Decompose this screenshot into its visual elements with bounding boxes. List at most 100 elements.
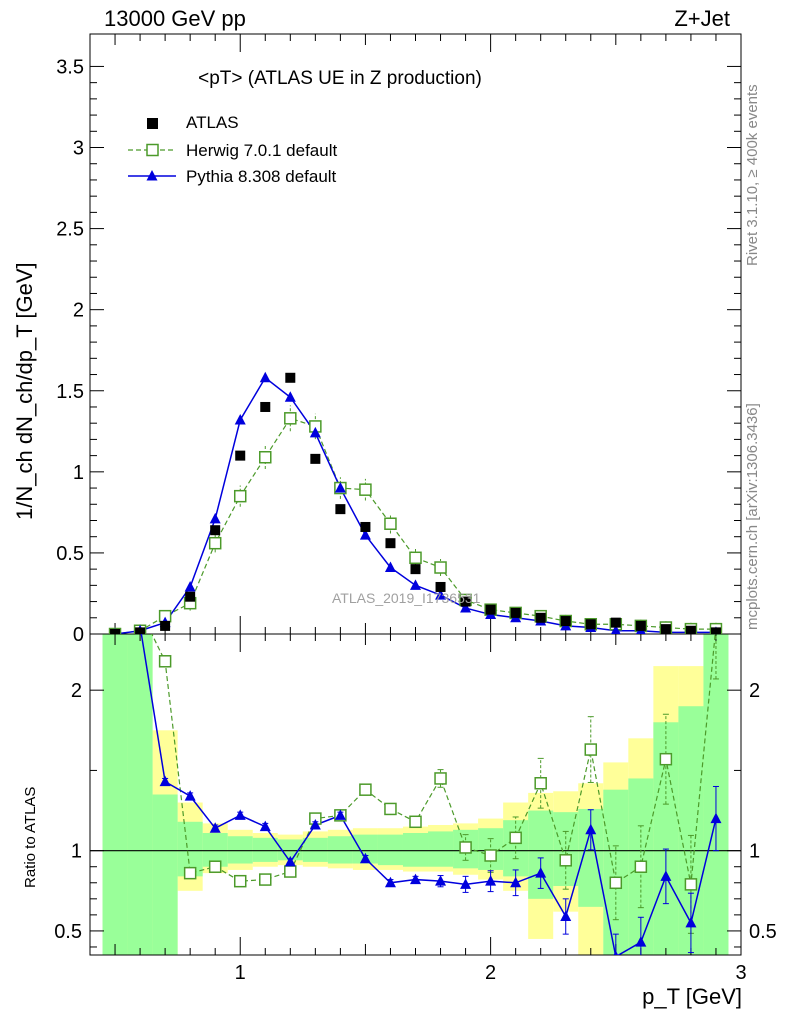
herwig-marker	[359, 483, 372, 496]
pythia-marker	[234, 413, 246, 425]
herwig-marker	[409, 551, 422, 565]
mcplots-source-label: mcplots.cern.ch [arXiv:1306.3436]	[744, 403, 761, 630]
legend-label-pythia: Pythia 8.308 default	[186, 167, 337, 186]
y-tick-label: 1.5	[56, 381, 84, 403]
atlas-marker	[260, 401, 271, 412]
pythia-ratio-marker	[284, 855, 296, 867]
analysis-watermark: ATLAS_2019_I1736531	[332, 590, 481, 606]
herwig-ratio-marker	[284, 865, 297, 878]
ratio-bands	[102, 634, 729, 955]
herwig-ratio-marker	[534, 777, 547, 790]
x-tick-label: 1	[235, 962, 246, 984]
uncertainty-band-green	[127, 634, 153, 955]
pythia-ratio-marker	[209, 822, 221, 833]
herwig-ratio-marker	[634, 860, 648, 873]
herwig-ratio-marker	[584, 743, 598, 756]
x-axis-title: p_T [GeV]	[642, 984, 742, 1009]
pythia-marker	[184, 580, 196, 592]
herwig-ratio-marker	[459, 841, 472, 854]
atlas-marker	[185, 591, 196, 602]
uncertainty-band-green	[327, 836, 353, 864]
legend-marker-atlas	[147, 118, 158, 129]
pythia-marker	[309, 426, 321, 438]
atlas-marker	[535, 612, 546, 623]
ratio-tick-label: 1	[749, 841, 760, 863]
pythia-ratio-marker	[435, 875, 447, 886]
atlas-marker	[385, 538, 396, 549]
atlas-marker	[335, 504, 346, 515]
herwig-ratio-marker	[233, 874, 247, 888]
herwig-ratio-marker	[359, 783, 372, 796]
header-right: Z+Jet	[674, 6, 730, 31]
pythia-ratio-marker	[159, 775, 171, 787]
herwig-ratio-marker	[434, 772, 447, 785]
atlas-marker	[160, 620, 171, 631]
atlas-marker	[660, 624, 671, 634]
pythia-marker	[209, 512, 221, 524]
ratio-series	[135, 604, 722, 955]
atlas-marker	[110, 629, 121, 634]
pythia-marker	[460, 602, 472, 613]
herwig-ratio-marker	[259, 873, 272, 886]
pythia-ratio-marker	[184, 790, 196, 801]
herwig-marker	[233, 489, 247, 503]
atlas-marker	[585, 619, 596, 630]
pythia-ratio-marker	[685, 916, 697, 928]
legend-marker-herwig	[146, 143, 159, 157]
atlas-marker	[685, 625, 696, 634]
herwig-ratio-marker	[484, 849, 497, 862]
pythia-ratio-marker	[585, 823, 597, 835]
herwig-ratio-marker	[135, 604, 146, 615]
atlas-marker	[310, 453, 321, 464]
pythia-marker	[334, 482, 346, 493]
herwig-ratio-marker	[609, 876, 623, 890]
atlas-marker	[610, 617, 621, 628]
chart-title: <pT> (ATLAS UE in Z production)	[198, 68, 482, 89]
uncertainty-band-green	[428, 831, 454, 867]
atlas-marker	[235, 450, 246, 461]
herwig-marker	[208, 536, 222, 550]
uncertainty-band-green	[302, 837, 328, 862]
pythia-ratio-marker	[560, 910, 572, 921]
legend-label-atlas: ATLAS	[186, 113, 239, 132]
pythia-marker	[610, 624, 621, 634]
legend-marker-pythia	[146, 170, 158, 181]
atlas-marker	[485, 604, 496, 615]
ratio-tick-label: 0.5	[54, 921, 82, 943]
atlas-marker	[410, 564, 421, 575]
atlas-marker	[360, 521, 371, 532]
y-tick-label: 0.5	[56, 543, 84, 565]
pythia-ratio-marker	[410, 873, 421, 885]
pythia-ratio-marker	[334, 809, 346, 820]
ratio-axis-title: Ratio to ATLAS	[22, 786, 39, 888]
pythia-marker	[435, 589, 447, 600]
herwig-ratio-marker	[409, 815, 422, 829]
y-tick-label: 2	[73, 300, 84, 322]
atlas-marker	[210, 525, 221, 536]
atlas-marker	[460, 596, 471, 607]
y-axis-title: 1/N_ch dN_ch/dp_T [GeV]	[12, 262, 37, 520]
pythia-ratio-marker	[359, 852, 371, 864]
atlas-marker	[710, 627, 721, 634]
pythia-marker	[384, 561, 396, 573]
x-tick-label: 2	[485, 962, 496, 984]
ratio-tick-label: 2	[71, 680, 82, 702]
herwig-ratio-marker	[509, 831, 522, 845]
atlas-marker	[285, 372, 296, 383]
uncertainty-band-green	[252, 837, 278, 862]
pythia-marker	[410, 579, 421, 590]
pythia-ratio-marker	[635, 936, 647, 947]
pythia-marker	[359, 529, 371, 540]
pythia-ratio-marker	[660, 870, 672, 881]
y-tick-label: 3.5	[56, 56, 84, 78]
header-left: 13000 GeV pp	[104, 6, 246, 31]
uncertainty-band-green	[227, 836, 253, 864]
atlas-marker	[635, 620, 646, 631]
herwig-ratio-marker	[659, 752, 673, 766]
main-series	[108, 371, 723, 634]
pythia-ratio-marker	[259, 820, 271, 832]
pythia-ratio-marker	[613, 950, 619, 955]
herwig-ratio-marker	[183, 866, 197, 880]
pythia-marker	[259, 371, 271, 383]
herwig-marker	[259, 450, 272, 464]
